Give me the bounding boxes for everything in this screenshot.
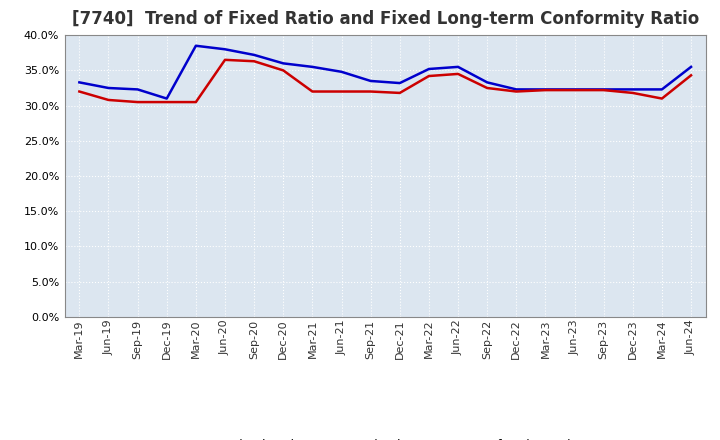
Fixed Long-term Conformity Ratio [337,89,346,94]
Fixed Long-term Conformity Ratio [570,88,579,93]
Fixed Long-term Conformity Ratio [220,57,229,62]
Fixed Long-term Conformity Ratio [599,88,608,93]
Fixed Ratio [192,43,200,48]
Fixed Long-term Conformity Ratio [104,97,113,103]
Fixed Ratio [629,87,637,92]
Legend: Fixed Ratio, Fixed Long-term Conformity Ratio: Fixed Ratio, Fixed Long-term Conformity … [187,434,583,440]
Fixed Long-term Conformity Ratio [395,90,404,95]
Fixed Long-term Conformity Ratio [425,73,433,79]
Fixed Long-term Conformity Ratio [687,73,696,78]
Title: [7740]  Trend of Fixed Ratio and Fixed Long-term Conformity Ratio: [7740] Trend of Fixed Ratio and Fixed Lo… [71,10,699,28]
Fixed Ratio [220,47,229,52]
Fixed Long-term Conformity Ratio [512,89,521,94]
Fixed Long-term Conformity Ratio [133,99,142,105]
Fixed Ratio [163,96,171,101]
Fixed Ratio [541,87,550,92]
Fixed Ratio [279,61,287,66]
Fixed Ratio [250,52,258,58]
Fixed Long-term Conformity Ratio [279,68,287,73]
Line: Fixed Ratio: Fixed Ratio [79,46,691,99]
Fixed Ratio [657,87,666,92]
Fixed Long-term Conformity Ratio [366,89,375,94]
Fixed Long-term Conformity Ratio [192,99,200,105]
Fixed Long-term Conformity Ratio [163,99,171,105]
Fixed Ratio [454,64,462,70]
Fixed Long-term Conformity Ratio [75,89,84,94]
Fixed Ratio [599,87,608,92]
Fixed Long-term Conformity Ratio [454,71,462,77]
Fixed Ratio [570,87,579,92]
Line: Fixed Long-term Conformity Ratio: Fixed Long-term Conformity Ratio [79,60,691,102]
Fixed Ratio [687,64,696,70]
Fixed Long-term Conformity Ratio [483,85,492,91]
Fixed Ratio [366,78,375,84]
Fixed Ratio [337,69,346,74]
Fixed Ratio [483,80,492,85]
Fixed Ratio [395,81,404,86]
Fixed Long-term Conformity Ratio [308,89,317,94]
Fixed Ratio [308,64,317,70]
Fixed Ratio [425,66,433,72]
Fixed Long-term Conformity Ratio [657,96,666,101]
Fixed Long-term Conformity Ratio [629,90,637,95]
Fixed Long-term Conformity Ratio [250,59,258,64]
Fixed Ratio [104,85,113,91]
Fixed Long-term Conformity Ratio [541,88,550,93]
Fixed Ratio [75,80,84,85]
Fixed Ratio [512,87,521,92]
Fixed Ratio [133,87,142,92]
